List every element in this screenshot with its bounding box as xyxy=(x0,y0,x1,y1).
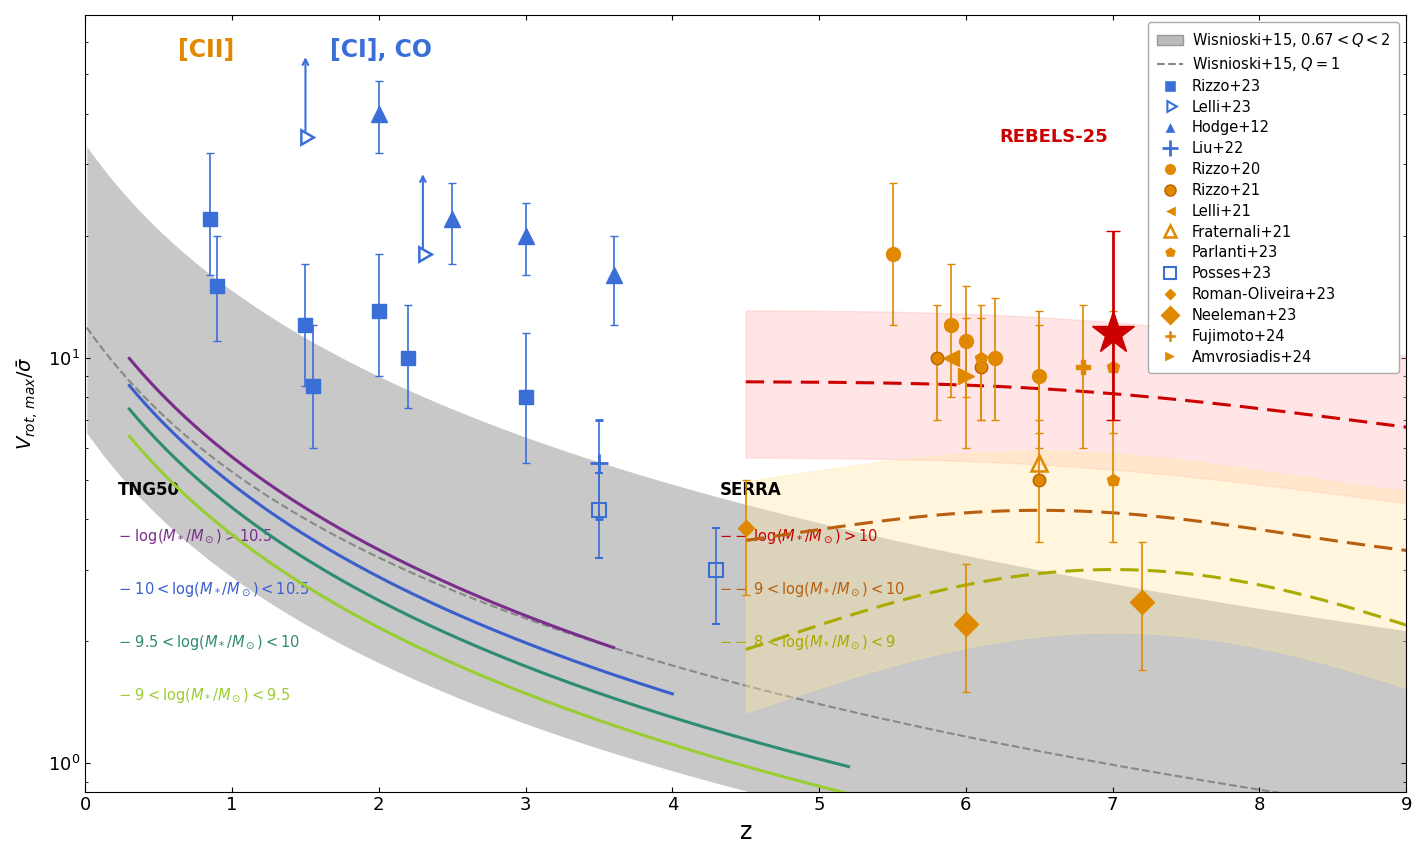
Text: [CI], CO: [CI], CO xyxy=(330,39,432,63)
Text: $--$ $9 < \log(M_*/M_\odot) < 10$: $--$ $9 < \log(M_*/M_\odot) < 10$ xyxy=(719,581,906,599)
Text: REBELS-25: REBELS-25 xyxy=(1000,127,1109,145)
X-axis label: z: z xyxy=(739,820,752,844)
Text: $-$ $9.5 < \log(M_*/M_\odot) < 10$: $-$ $9.5 < \log(M_*/M_\odot) < 10$ xyxy=(118,633,301,652)
Text: [CII]: [CII] xyxy=(178,39,234,63)
Text: $--$ $8 < \log(M_*/M_\odot) < 9$: $--$ $8 < \log(M_*/M_\odot) < 9$ xyxy=(719,633,896,652)
Text: SERRA: SERRA xyxy=(719,481,781,499)
Text: $-$ $10 < \log(M_*/M_\odot) < 10.5$: $-$ $10 < \log(M_*/M_\odot) < 10.5$ xyxy=(118,581,310,599)
Text: $-$ $\log(M_*/M_\odot) > 10.5$: $-$ $\log(M_*/M_\odot) > 10.5$ xyxy=(118,527,273,546)
Legend: Wisnioski+15, $0.67 < Q < 2$, Wisnioski+15, $Q = 1$, Rizzo+23, Lelli+23, Hodge+1: Wisnioski+15, $0.67 < Q < 2$, Wisnioski+… xyxy=(1147,22,1398,374)
Y-axis label: $V_{rot,\,max}/\bar{\sigma}$: $V_{rot,\,max}/\bar{\sigma}$ xyxy=(16,356,40,450)
Text: $-$ $9 < \log(M_*/M_\odot) < 9.5$: $-$ $9 < \log(M_*/M_\odot) < 9.5$ xyxy=(118,686,291,704)
Text: $--$ $\log(M_*/M_\odot) > 10$: $--$ $\log(M_*/M_\odot) > 10$ xyxy=(719,527,878,546)
Text: TNG50: TNG50 xyxy=(118,481,180,499)
